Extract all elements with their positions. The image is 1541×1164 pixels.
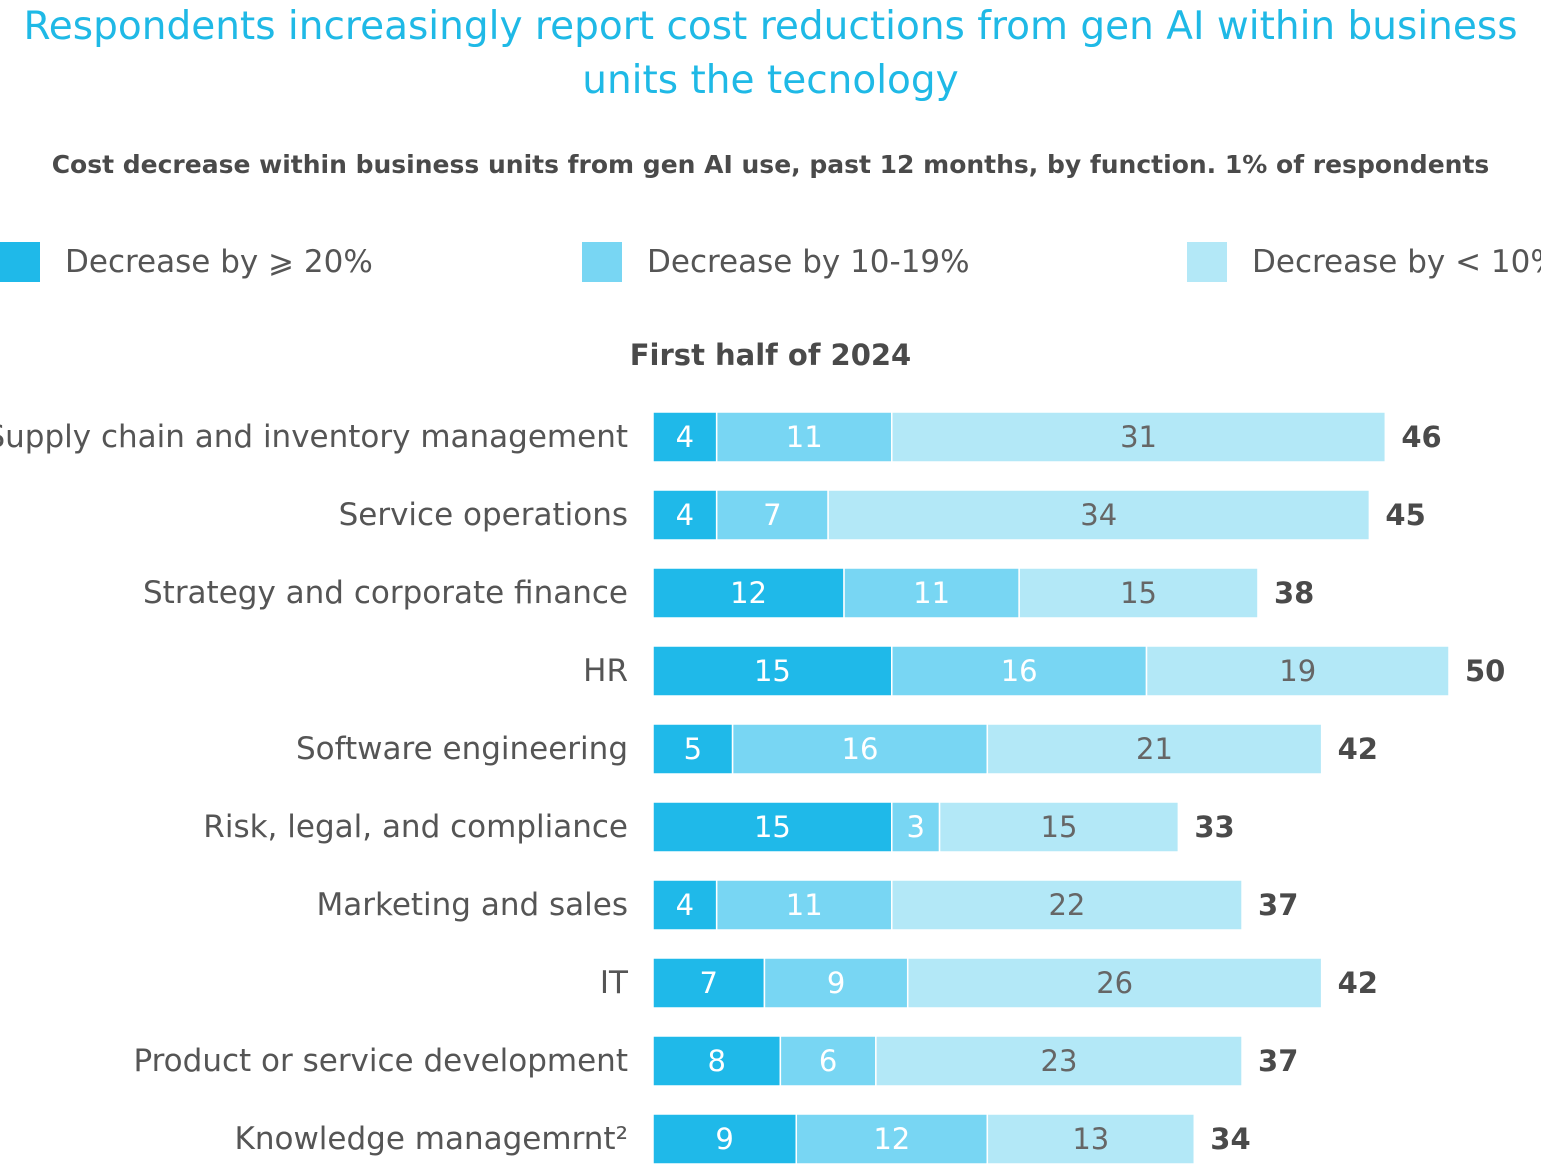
segment-value-label-software-engineering-s1: 16 bbox=[842, 732, 879, 766]
legend-swatch-decrease-10-19 bbox=[582, 242, 622, 282]
segment-value-label-marketing-and-sales-s0: 4 bbox=[676, 888, 694, 922]
segment-value-label-supply-chain-and-inventory-management-s0: 4 bbox=[676, 420, 694, 454]
bar-segment-strategy-and-corporate-finance-s1 bbox=[843, 567, 1020, 619]
category-label-it: IT bbox=[600, 965, 629, 1001]
legend-swatch-decrease-20-plus bbox=[0, 242, 40, 282]
chart-title: Respondents increasingly report cost red… bbox=[23, 4, 1518, 103]
bar-segment-software-engineering-s1 bbox=[731, 723, 989, 775]
legend-label-decrease-20-plus: Decrease by ⩾ 20% bbox=[65, 244, 373, 280]
bar-segment-strategy-and-corporate-finance-s2 bbox=[1018, 567, 1259, 619]
category-label-risk-legal-and-compliance: Risk, legal, and compliance bbox=[203, 809, 628, 845]
total-label-product-or-service-development: 37 bbox=[1258, 1044, 1298, 1078]
segment-value-label-it-s0: 7 bbox=[699, 966, 717, 1000]
category-label-strategy-and-corporate-finance: Strategy and corporate finance bbox=[143, 575, 628, 611]
segment-value-label-product-or-service-development-s0: 8 bbox=[707, 1044, 725, 1078]
segment-value-label-strategy-and-corporate-finance-s0: 12 bbox=[730, 576, 767, 610]
total-label-supply-chain-and-inventory-management: 46 bbox=[1401, 420, 1441, 454]
legend-item-decrease-under-10: Decrease by < 10% bbox=[1187, 242, 1541, 282]
segment-value-label-risk-legal-and-compliance-s0: 15 bbox=[754, 810, 791, 844]
segment-value-label-supply-chain-and-inventory-management-s2: 31 bbox=[1120, 420, 1157, 454]
segment-value-label-hr-s0: 15 bbox=[754, 654, 791, 688]
legend-label-decrease-under-10: Decrease by < 10% bbox=[1252, 244, 1541, 280]
total-label-strategy-and-corporate-finance: 38 bbox=[1274, 576, 1314, 610]
segment-value-label-software-engineering-s2: 21 bbox=[1136, 732, 1173, 766]
bar-segment-it-s0 bbox=[652, 957, 766, 1009]
bar-segment-service-operations-s1 bbox=[715, 489, 829, 541]
period-label: First half of 2024 bbox=[629, 338, 912, 372]
segment-value-label-marketing-and-sales-s1: 11 bbox=[786, 888, 823, 922]
segment-value-label-marketing-and-sales-s2: 22 bbox=[1048, 888, 1085, 922]
bar-segment-supply-chain-and-inventory-management-s2 bbox=[891, 411, 1387, 463]
legend-item-decrease-20-plus: Decrease by ⩾ 20% bbox=[0, 242, 373, 282]
segment-value-label-strategy-and-corporate-finance-s2: 15 bbox=[1120, 576, 1157, 610]
bar-segment-it-s1 bbox=[763, 957, 909, 1009]
total-label-it: 42 bbox=[1338, 966, 1378, 1000]
category-label-marketing-and-sales: Marketing and sales bbox=[316, 887, 628, 923]
bar-segment-software-engineering-s2 bbox=[986, 723, 1323, 775]
total-label-risk-legal-and-compliance: 33 bbox=[1194, 810, 1234, 844]
segment-value-label-service-operations-s2: 34 bbox=[1080, 498, 1117, 532]
bar-segment-risk-legal-and-compliance-s0 bbox=[652, 801, 893, 853]
category-label-product-or-service-development: Product or service development bbox=[133, 1043, 628, 1079]
segment-value-label-software-engineering-s0: 5 bbox=[684, 732, 702, 766]
bar-segment-hr-s2 bbox=[1145, 645, 1450, 697]
total-label-service-operations: 45 bbox=[1385, 498, 1425, 532]
segment-value-label-hr-s2: 19 bbox=[1279, 654, 1316, 688]
segment-value-label-hr-s1: 16 bbox=[1001, 654, 1038, 688]
legend-swatch-decrease-under-10 bbox=[1187, 242, 1227, 282]
total-label-software-engineering: 42 bbox=[1338, 732, 1378, 766]
bar-segment-product-or-service-development-s2 bbox=[875, 1035, 1243, 1087]
category-label-supply-chain-and-inventory-management: Supply chain and inventory management bbox=[0, 419, 628, 455]
total-label-knowledge-managemrnt: 34 bbox=[1210, 1122, 1250, 1156]
bar-segment-risk-legal-and-compliance-s2 bbox=[938, 801, 1180, 853]
legend-label-decrease-10-19: Decrease by 10-19% bbox=[647, 244, 970, 280]
category-label-knowledge-managemrnt: Knowledge managemrnt² bbox=[235, 1121, 628, 1157]
segment-value-label-strategy-and-corporate-finance-s1: 11 bbox=[913, 576, 950, 610]
bar-segment-marketing-and-sales-s2 bbox=[891, 879, 1243, 931]
legend-item-decrease-10-19: Decrease by 10-19% bbox=[582, 242, 970, 282]
bar-segment-marketing-and-sales-s0 bbox=[652, 879, 718, 931]
segment-value-label-risk-legal-and-compliance-s2: 15 bbox=[1041, 810, 1078, 844]
segment-value-label-knowledge-managemrnt-s2: 13 bbox=[1072, 1122, 1109, 1156]
chart-subtitle: Cost decrease within business units from… bbox=[51, 150, 1490, 179]
category-label-software-engineering: Software engineering bbox=[296, 731, 628, 767]
segment-value-label-it-s1: 9 bbox=[827, 966, 845, 1000]
bar-segment-service-operations-s2 bbox=[827, 489, 1371, 541]
bar-segment-it-s2 bbox=[906, 957, 1323, 1009]
bar-segment-product-or-service-development-s1 bbox=[779, 1035, 877, 1087]
bar-segment-marketing-and-sales-s1 bbox=[715, 879, 893, 931]
segment-value-label-knowledge-managemrnt-s0: 9 bbox=[715, 1122, 733, 1156]
segment-value-label-product-or-service-development-s1: 6 bbox=[819, 1044, 837, 1078]
segment-value-label-service-operations-s0: 4 bbox=[676, 498, 694, 532]
segment-value-label-service-operations-s1: 7 bbox=[763, 498, 781, 532]
bar-segment-strategy-and-corporate-finance-s0 bbox=[652, 567, 845, 619]
total-label-hr: 50 bbox=[1465, 654, 1505, 688]
total-label-marketing-and-sales: 37 bbox=[1258, 888, 1298, 922]
category-label-hr: HR bbox=[583, 653, 628, 689]
segment-value-label-product-or-service-development-s2: 23 bbox=[1041, 1044, 1078, 1078]
bar-segment-software-engineering-s0 bbox=[652, 723, 734, 775]
bar-segment-service-operations-s0 bbox=[652, 489, 718, 541]
segment-value-label-supply-chain-and-inventory-management-s1: 11 bbox=[786, 420, 823, 454]
bar-segment-knowledge-managemrnt-s2 bbox=[986, 1113, 1196, 1164]
segment-value-label-it-s2: 26 bbox=[1096, 966, 1133, 1000]
bar-segment-product-or-service-development-s0 bbox=[652, 1035, 782, 1087]
segment-value-label-risk-legal-and-compliance-s1: 3 bbox=[906, 810, 924, 844]
category-label-service-operations: Service operations bbox=[339, 497, 628, 533]
segment-value-label-knowledge-managemrnt-s1: 12 bbox=[873, 1122, 910, 1156]
